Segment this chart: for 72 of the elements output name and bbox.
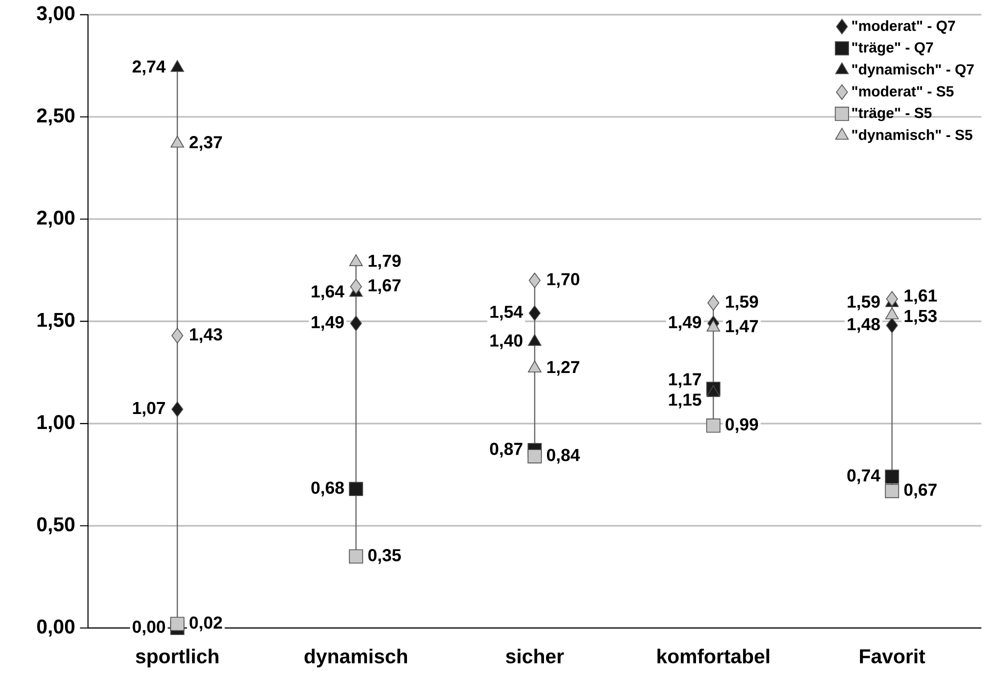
point [350,278,362,294]
data-label: 1,67 [368,279,401,294]
data-label: 1,61 [904,289,937,304]
point [884,484,900,498]
data-label: 1,43 [190,328,222,344]
data-label: 0,84 [546,448,580,464]
data-label: 1,70 [547,273,580,288]
legend-label: "dynamisch" - S5 [852,129,972,143]
y-tick-label: 2,50 [37,108,74,126]
point [528,449,542,464]
point [707,295,720,311]
legend-label: "träge" - Q7 [852,42,933,56]
point [528,272,541,288]
x-tick-label: Favorit [860,648,926,664]
data-label: 0,35 [368,549,401,564]
data-label: 1,53 [904,310,937,325]
data-label: 1,64 [312,285,344,300]
data-label: 1,49 [312,316,344,331]
point [348,482,364,496]
y-tick-label: 2,00 [37,210,74,228]
point [528,334,542,346]
legend-label: "moderat" - Q7 [852,20,955,34]
x-tick-label: komfortabel [658,648,770,664]
y-tick-label: 0,00 [37,619,74,637]
point [170,60,184,72]
y-tick-label: 1,00 [38,415,74,432]
data-label: 1,47 [726,320,758,335]
point [886,291,898,307]
point [171,328,184,344]
data-label: 1,59 [726,296,758,310]
data-label: 1,54 [490,306,523,320]
x-tick-label: sportlich [136,648,218,668]
data-label: 1,15 [669,394,702,408]
data-label: 2,74 [132,60,166,76]
data-label: 1,17 [669,373,701,388]
data-label: 0,02 [190,616,222,632]
point [528,360,542,372]
point [886,318,898,334]
data-label: 1,27 [547,360,580,376]
point [348,549,364,564]
y-tick-label: 0,50 [37,517,74,534]
point [171,402,184,417]
data-label: 0,74 [847,469,880,484]
point [706,320,720,332]
point [885,307,899,320]
data-label: 1,40 [490,334,522,350]
y-tick-label: 1,50 [38,312,74,330]
point [170,136,184,148]
data-label: 1,48 [848,318,880,333]
x-tick-label: sicher [506,648,564,664]
point [884,470,900,484]
data-label: 0,00 [132,620,166,636]
point [349,254,363,266]
point [706,385,720,397]
point [350,316,362,332]
data-label: 1,79 [368,254,401,270]
legend-label: "dynamisch" - Q7 [852,64,974,78]
point [528,305,541,321]
data-label: 0,67 [904,484,937,498]
data-label: 2,37 [190,136,222,151]
y-tick-label: 3,00 [36,6,74,24]
data-label: 1,07 [133,402,165,417]
data-label: 1,49 [669,316,702,331]
data-label: 1,59 [848,296,880,310]
legend-label: "moderat" - S5 [852,86,954,97]
data-label: 0,99 [726,418,758,433]
data-label: 0,68 [311,482,344,496]
point [170,616,184,631]
x-tick-label: dynamisch [304,648,408,668]
data-label: 0,87 [490,442,522,458]
legend-label: "träge" - S5 [852,108,932,122]
point [706,418,720,433]
